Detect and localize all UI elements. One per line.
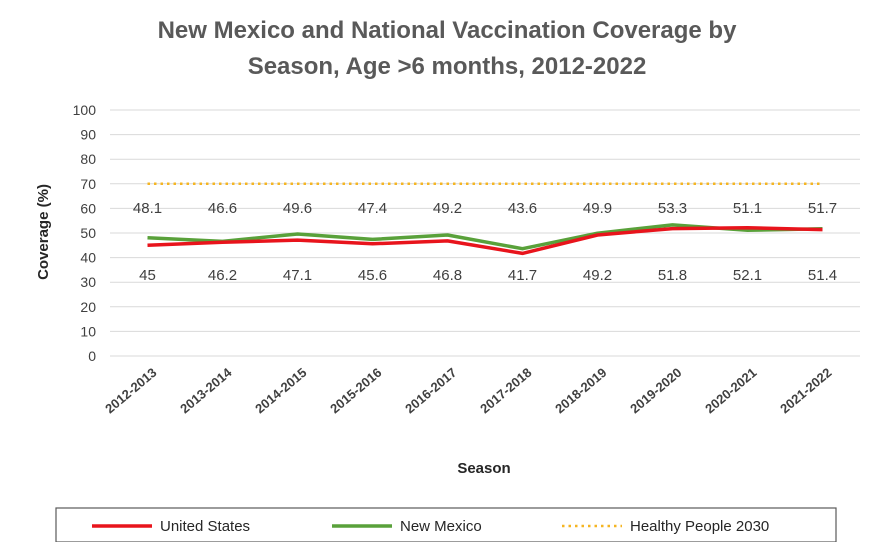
y-tick-label: 50	[80, 225, 96, 241]
data-label-new-mexico: 49.2	[433, 200, 462, 217]
data-label-new-mexico: 48.1	[133, 200, 162, 217]
y-tick-label: 30	[80, 274, 96, 290]
data-label-new-mexico: 46.6	[208, 200, 237, 217]
data-label-united-states: 46.8	[433, 267, 462, 284]
x-tick-label: 2017-2018	[477, 365, 534, 416]
x-tick-label: 2018-2019	[552, 365, 609, 416]
y-tick-label: 100	[73, 102, 97, 118]
y-tick-label: 0	[88, 348, 96, 364]
legend: United States New Mexico Healthy People 20…	[92, 518, 769, 535]
y-tick-label: 40	[80, 250, 96, 266]
x-tick-label: 2015-2016	[327, 365, 384, 416]
y-axis-label: Coverage (%)	[35, 184, 52, 280]
y-tick-label: 90	[80, 127, 96, 143]
x-tick-label: 2020-2021	[702, 365, 759, 416]
data-label-united-states: 52.1	[733, 267, 762, 284]
data-label-new-mexico: 51.7	[808, 200, 837, 217]
data-label-new-mexico: 53.3	[658, 200, 687, 217]
legend-label: New Mexico	[400, 518, 482, 535]
chart-title-line-2: Season, Age >6 months, 2012-2022	[248, 53, 647, 80]
x-tick-label: 2014-2015	[252, 365, 309, 416]
data-label-united-states: 45	[139, 267, 156, 284]
x-axis-label: Season	[457, 460, 510, 477]
data-label-united-states: 41.7	[508, 267, 537, 284]
data-label-united-states: 47.1	[283, 267, 312, 284]
data-label-new-mexico: 43.6	[508, 200, 537, 217]
x-tick-label: 2016-2017	[402, 365, 459, 416]
data-labels: 45 46.2 47.1 45.6 46.8 41.7 49.2 51.8 52.1 51.4 48…	[133, 200, 837, 284]
x-tick-label: 2021-2022	[777, 365, 834, 416]
x-axis-ticks: 2012-2013 2013-2014 2014-2015 2015-2016 2016…	[102, 364, 834, 416]
x-tick-label: 2013-2014	[177, 364, 235, 416]
data-label-united-states: 51.8	[658, 267, 687, 284]
x-tick-label: 2019-2020	[627, 365, 684, 416]
y-tick-label: 10	[80, 323, 96, 339]
series-layer	[147, 182, 823, 256]
data-label-new-mexico: 49.9	[583, 200, 612, 217]
legend-label: Healthy People 2030	[630, 518, 769, 535]
data-label-united-states: 51.4	[808, 267, 837, 284]
x-tick-label: 2012-2013	[102, 365, 159, 416]
chart-title-line-1: New Mexico and National Vaccination Cove…	[158, 17, 737, 44]
data-label-united-states: 46.2	[208, 267, 237, 284]
y-tick-label: 60	[80, 200, 96, 216]
y-tick-label: 20	[80, 299, 96, 315]
series-line-united-states	[147, 226, 823, 256]
data-label-united-states: 49.2	[583, 267, 612, 284]
y-axis-ticks: 0 10 20 30 40 50 60 70 80 90 100	[73, 102, 97, 364]
legend-label: United States	[160, 518, 250, 535]
gridlines	[110, 109, 860, 357]
legend-box	[55, 507, 837, 542]
data-label-united-states: 45.6	[358, 267, 387, 284]
y-tick-label: 80	[80, 151, 96, 167]
data-label-new-mexico: 47.4	[358, 200, 387, 217]
data-label-new-mexico: 49.6	[283, 200, 312, 217]
data-label-new-mexico: 51.1	[733, 200, 762, 217]
y-tick-label: 70	[80, 176, 96, 192]
